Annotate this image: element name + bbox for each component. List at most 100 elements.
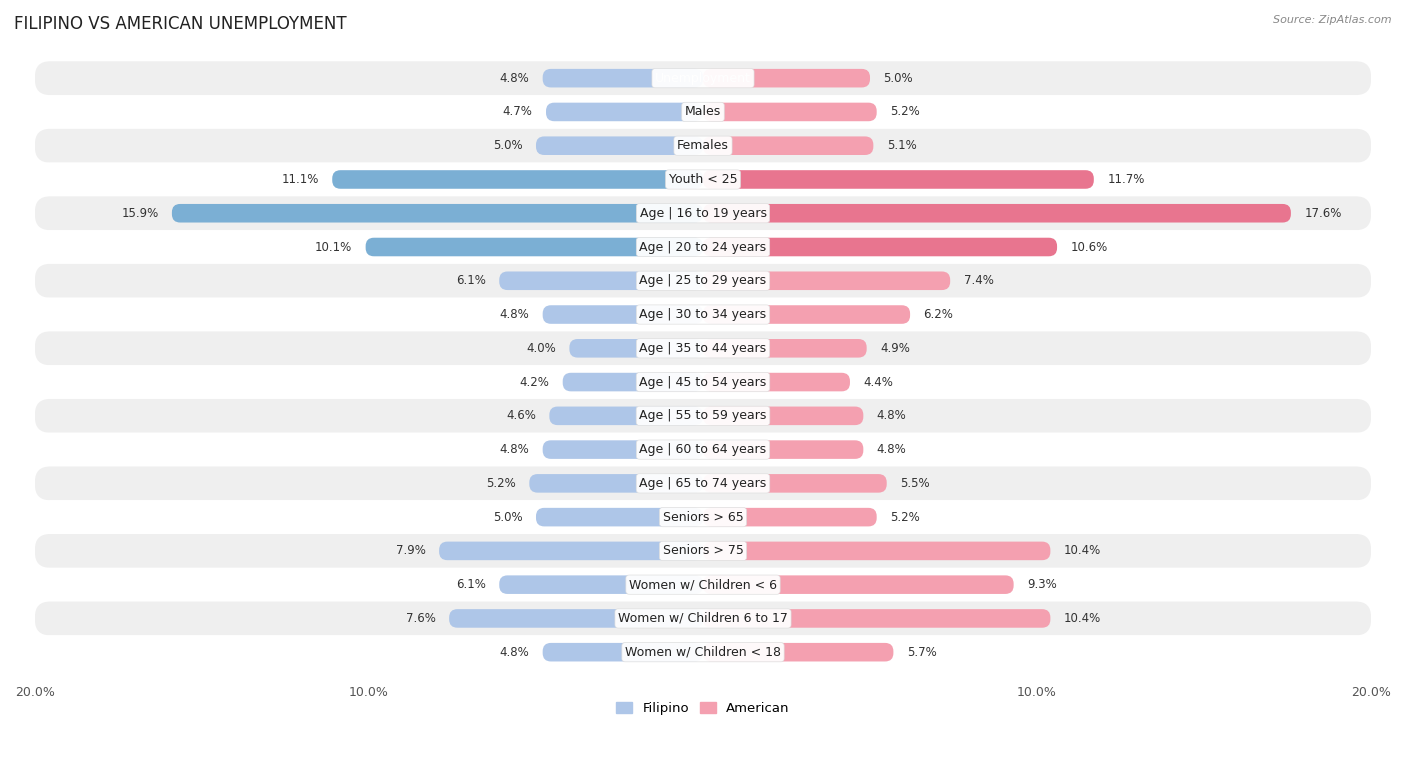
Text: 4.8%: 4.8% [499,308,529,321]
FancyBboxPatch shape [550,407,703,425]
Text: 5.2%: 5.2% [890,105,920,118]
Text: Age | 65 to 74 years: Age | 65 to 74 years [640,477,766,490]
FancyBboxPatch shape [546,103,703,121]
Text: 4.8%: 4.8% [877,443,907,456]
Text: Age | 25 to 29 years: Age | 25 to 29 years [640,274,766,287]
Text: FILIPINO VS AMERICAN UNEMPLOYMENT: FILIPINO VS AMERICAN UNEMPLOYMENT [14,15,347,33]
FancyBboxPatch shape [529,474,703,493]
FancyBboxPatch shape [703,170,1094,188]
Text: 4.7%: 4.7% [503,105,533,118]
Text: 15.9%: 15.9% [121,207,159,220]
Text: 6.2%: 6.2% [924,308,953,321]
FancyBboxPatch shape [332,170,703,188]
Text: 11.7%: 11.7% [1107,173,1144,186]
Text: 4.9%: 4.9% [880,342,910,355]
FancyBboxPatch shape [569,339,703,357]
Text: 5.2%: 5.2% [486,477,516,490]
FancyBboxPatch shape [35,196,1371,230]
FancyBboxPatch shape [35,602,1371,635]
Text: Seniors > 75: Seniors > 75 [662,544,744,557]
FancyBboxPatch shape [35,534,1371,568]
FancyBboxPatch shape [703,204,1291,223]
FancyBboxPatch shape [35,568,1371,602]
Text: 10.4%: 10.4% [1064,544,1101,557]
FancyBboxPatch shape [35,298,1371,332]
Text: Age | 20 to 24 years: Age | 20 to 24 years [640,241,766,254]
Text: Seniors > 65: Seniors > 65 [662,511,744,524]
Text: 6.1%: 6.1% [456,274,486,287]
FancyBboxPatch shape [703,238,1057,257]
Text: 4.6%: 4.6% [506,410,536,422]
Text: Women w/ Children 6 to 17: Women w/ Children 6 to 17 [619,612,787,625]
Text: 10.1%: 10.1% [315,241,353,254]
FancyBboxPatch shape [35,466,1371,500]
Text: Age | 35 to 44 years: Age | 35 to 44 years [640,342,766,355]
FancyBboxPatch shape [703,69,870,88]
FancyBboxPatch shape [543,643,703,662]
Text: 5.0%: 5.0% [494,139,523,152]
Text: Unemployment: Unemployment [655,72,751,85]
FancyBboxPatch shape [35,264,1371,298]
FancyBboxPatch shape [703,609,1050,628]
FancyBboxPatch shape [499,575,703,594]
FancyBboxPatch shape [35,635,1371,669]
Text: 10.4%: 10.4% [1064,612,1101,625]
Text: Age | 16 to 19 years: Age | 16 to 19 years [640,207,766,220]
Text: Women w/ Children < 18: Women w/ Children < 18 [626,646,780,659]
FancyBboxPatch shape [35,332,1371,365]
Text: Women w/ Children < 6: Women w/ Children < 6 [628,578,778,591]
FancyBboxPatch shape [499,272,703,290]
FancyBboxPatch shape [366,238,703,257]
Text: 9.3%: 9.3% [1026,578,1057,591]
Text: 5.0%: 5.0% [494,511,523,524]
FancyBboxPatch shape [703,508,877,526]
Text: 4.4%: 4.4% [863,375,893,388]
FancyBboxPatch shape [703,407,863,425]
FancyBboxPatch shape [703,643,893,662]
FancyBboxPatch shape [703,305,910,324]
Text: 6.1%: 6.1% [456,578,486,591]
Text: 5.0%: 5.0% [883,72,912,85]
FancyBboxPatch shape [543,441,703,459]
Text: 4.8%: 4.8% [499,646,529,659]
Text: Males: Males [685,105,721,118]
FancyBboxPatch shape [35,230,1371,264]
FancyBboxPatch shape [562,372,703,391]
Text: 4.0%: 4.0% [526,342,555,355]
FancyBboxPatch shape [536,136,703,155]
FancyBboxPatch shape [703,136,873,155]
FancyBboxPatch shape [35,163,1371,196]
Text: 7.6%: 7.6% [406,612,436,625]
FancyBboxPatch shape [543,69,703,88]
FancyBboxPatch shape [35,129,1371,163]
FancyBboxPatch shape [703,541,1050,560]
FancyBboxPatch shape [35,399,1371,433]
FancyBboxPatch shape [35,433,1371,466]
FancyBboxPatch shape [35,365,1371,399]
FancyBboxPatch shape [703,474,887,493]
FancyBboxPatch shape [35,61,1371,95]
Text: 4.8%: 4.8% [877,410,907,422]
Text: 10.6%: 10.6% [1070,241,1108,254]
Text: 11.1%: 11.1% [281,173,319,186]
Text: Age | 60 to 64 years: Age | 60 to 64 years [640,443,766,456]
FancyBboxPatch shape [703,272,950,290]
Text: Females: Females [678,139,728,152]
FancyBboxPatch shape [703,575,1014,594]
FancyBboxPatch shape [536,508,703,526]
FancyBboxPatch shape [172,204,703,223]
FancyBboxPatch shape [703,339,866,357]
Text: 5.7%: 5.7% [907,646,936,659]
FancyBboxPatch shape [543,305,703,324]
Text: 7.4%: 7.4% [963,274,994,287]
FancyBboxPatch shape [703,441,863,459]
Text: Age | 55 to 59 years: Age | 55 to 59 years [640,410,766,422]
FancyBboxPatch shape [35,95,1371,129]
Text: 5.5%: 5.5% [900,477,929,490]
FancyBboxPatch shape [703,372,851,391]
Text: Source: ZipAtlas.com: Source: ZipAtlas.com [1274,15,1392,25]
Text: 4.8%: 4.8% [499,72,529,85]
FancyBboxPatch shape [35,500,1371,534]
Text: 5.1%: 5.1% [887,139,917,152]
Legend: Filipino, American: Filipino, American [616,702,790,715]
